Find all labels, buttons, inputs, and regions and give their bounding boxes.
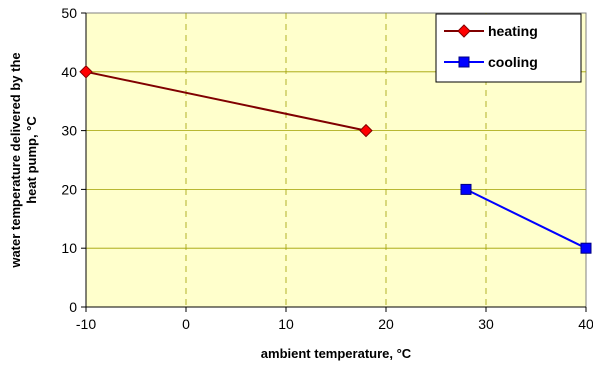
legend-item-heating: heating	[444, 23, 538, 39]
series-line-heating	[85, 70, 367, 132]
y-tick-labels: 0 10 20 30 40 50	[61, 5, 77, 315]
x-tick-label: 0	[182, 316, 190, 332]
y-tick-label: 40	[61, 64, 77, 80]
legend-label-heating: heating	[488, 23, 538, 39]
legend-item-cooling: cooling	[444, 54, 538, 70]
legend: heating cooling	[435, 13, 582, 83]
y-axis-title-line1: water temperature delivered by the	[8, 52, 23, 268]
series-group	[79, 65, 592, 254]
gridlines	[86, 13, 586, 307]
y-tick-label: 0	[69, 299, 77, 315]
x-tick-label: 40	[578, 316, 593, 332]
y-tick-label: 20	[61, 181, 77, 197]
x-tick-labels: -10 0 10 20 30 40	[76, 316, 593, 332]
data-point-heating	[359, 123, 373, 138]
x-tick-label: 20	[378, 316, 394, 332]
series-line-cooling	[465, 188, 587, 250]
x-tick-label: 30	[478, 316, 494, 332]
y-axis-title-line2: heat pump, °C	[24, 116, 39, 204]
legend-box	[435, 13, 582, 83]
legend-marker-cooling	[458, 56, 470, 68]
data-point-cooling	[580, 242, 592, 254]
y-axis-title: water temperature delivered by the heat …	[8, 52, 39, 268]
y-tick-label: 10	[61, 240, 77, 256]
y-tick-label: 30	[61, 123, 77, 139]
legend-marker-heating	[457, 24, 471, 38]
legend-label-cooling: cooling	[488, 54, 538, 70]
x-tick-label: 10	[278, 316, 294, 332]
data-point-heating	[79, 65, 93, 79]
x-axis-title: ambient temperature, °C	[261, 346, 412, 361]
data-point-cooling	[460, 183, 472, 195]
y-tick-label: 50	[61, 5, 77, 21]
x-tick-label: -10	[76, 316, 96, 332]
